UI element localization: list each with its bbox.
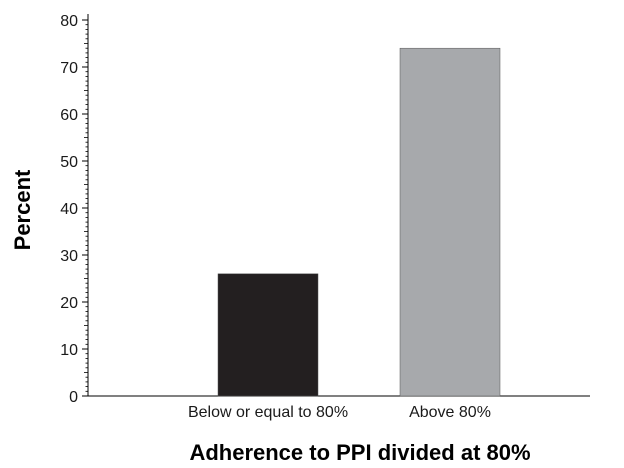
x-tick-label: Above 80%	[409, 404, 491, 421]
y-tick-label: 40	[60, 201, 78, 218]
bars	[217, 47, 501, 397]
y-ticks: 0 10 20 30 40 50 60 70 80	[60, 13, 88, 406]
y-tick-label: 60	[60, 107, 78, 124]
x-axis-title: Adherence to PPI divided at 80%	[189, 440, 530, 465]
y-tick-label: 0	[69, 389, 78, 406]
x-tick-labels: Below or equal to 80% Above 80%	[188, 404, 491, 421]
bar	[399, 47, 501, 397]
y-tick-label: 10	[60, 342, 78, 359]
x-tick-label: Below or equal to 80%	[188, 404, 348, 421]
y-tick-label: 20	[60, 295, 78, 312]
y-axis-title: Percent	[10, 169, 35, 250]
y-tick-label: 50	[60, 154, 78, 171]
y-tick-label: 80	[60, 13, 78, 30]
bar	[217, 273, 319, 397]
y-tick-label: 70	[60, 60, 78, 77]
y-axis: 0 10 20 30 40 50 60 70 80	[60, 13, 89, 406]
y-tick-label: 30	[60, 248, 78, 265]
